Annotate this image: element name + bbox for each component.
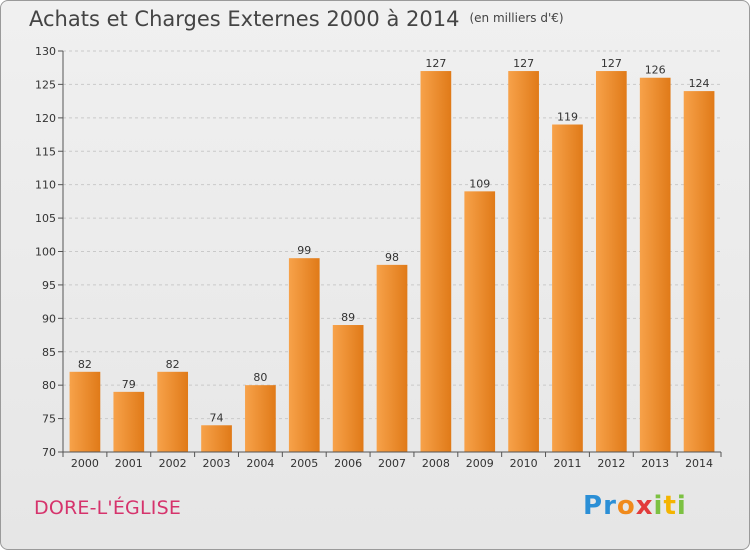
bar-value-label: 119 (557, 111, 578, 124)
bar-value-label: 74 (210, 411, 224, 424)
axes-group: 70 75 80 85 90 95 100 105 110 115 120 125 130 (35, 45, 722, 459)
x-tick-label: 2013 (641, 457, 669, 470)
x-tick-label: 2014 (685, 457, 713, 470)
bar (113, 391, 145, 452)
bar (552, 124, 583, 453)
y-tick-label: 115 (35, 145, 56, 158)
y-tick-label: 105 (35, 212, 56, 225)
x-tick-label: 2000 (71, 457, 99, 470)
y-tick-label: 100 (35, 246, 56, 259)
logo-letter: x (635, 491, 654, 521)
logo-letter: i (653, 491, 664, 521)
bar-value-label: 124 (689, 77, 710, 90)
bar (683, 91, 715, 452)
bar (332, 325, 364, 452)
chart-title-text: Achats et Charges Externes 2000 à 2014 (29, 7, 460, 31)
bar (288, 258, 320, 452)
logo-letter: i (676, 491, 687, 521)
bar (508, 71, 539, 453)
logo-letter: o (616, 491, 636, 521)
bar (464, 191, 496, 452)
x-tick-label: 2005 (290, 457, 318, 470)
chart-unit: (en milliers d'€) (469, 11, 564, 25)
bar (420, 71, 452, 453)
bar-value-label: 127 (601, 57, 622, 70)
bar (595, 71, 627, 453)
bar-value-label: 99 (297, 244, 311, 257)
x-tick-label: 2011 (553, 457, 581, 470)
logo-letter: t (663, 491, 677, 521)
bar (157, 371, 189, 452)
y-tick-label: 130 (35, 45, 56, 58)
y-tick-label: 125 (35, 78, 56, 91)
bar (201, 425, 232, 452)
x-tick-label: 2001 (115, 457, 143, 470)
y-tick-label: 75 (42, 413, 56, 426)
bar-value-label: 127 (425, 57, 446, 70)
bar (376, 264, 408, 452)
y-tick-label: 85 (42, 346, 56, 359)
bar-value-label: 79 (122, 378, 136, 391)
y-tick-label: 110 (35, 179, 56, 192)
bar-value-label: 82 (78, 358, 92, 371)
x-tick-label: 2004 (246, 457, 274, 470)
bar-value-label: 80 (253, 371, 267, 384)
x-tick-label: 2003 (203, 457, 231, 470)
bar-value-label: 98 (385, 251, 399, 264)
bar (245, 385, 276, 452)
bar (639, 77, 671, 452)
commune-name: DORE-L'ÉGLISE (34, 497, 182, 519)
bar-value-label: 127 (513, 57, 534, 70)
bar-value-label: 126 (645, 64, 666, 77)
x-tick-label: 2010 (510, 457, 538, 470)
proxiti-logo: Proxiti (583, 491, 687, 521)
x-tick-label: 2007 (378, 457, 406, 470)
bars-group (69, 71, 715, 453)
y-tick-label: 95 (42, 279, 56, 292)
labels-group: 82 2000 79 2001 82 2002 74 2003 80 2004 99 2005 89 20… (71, 57, 713, 470)
y-tick-label: 120 (35, 112, 56, 125)
x-tick-label: 2009 (466, 457, 494, 470)
y-tick-label: 70 (42, 446, 56, 459)
y-tick-label: 90 (42, 312, 56, 325)
x-tick-label: 2006 (334, 457, 362, 470)
bar-value-label: 82 (166, 358, 180, 371)
logo-letter: r (603, 491, 617, 521)
bar (69, 371, 101, 452)
logo-letter: P (583, 491, 604, 521)
bar-value-label: 89 (341, 311, 355, 324)
x-tick-label: 2002 (159, 457, 187, 470)
x-tick-label: 2012 (597, 457, 625, 470)
y-tick-label: 80 (42, 379, 56, 392)
bar-value-label: 109 (469, 177, 490, 190)
x-tick-label: 2008 (422, 457, 450, 470)
chart-title: Achats et Charges Externes 2000 à 2014 (e… (29, 7, 564, 31)
